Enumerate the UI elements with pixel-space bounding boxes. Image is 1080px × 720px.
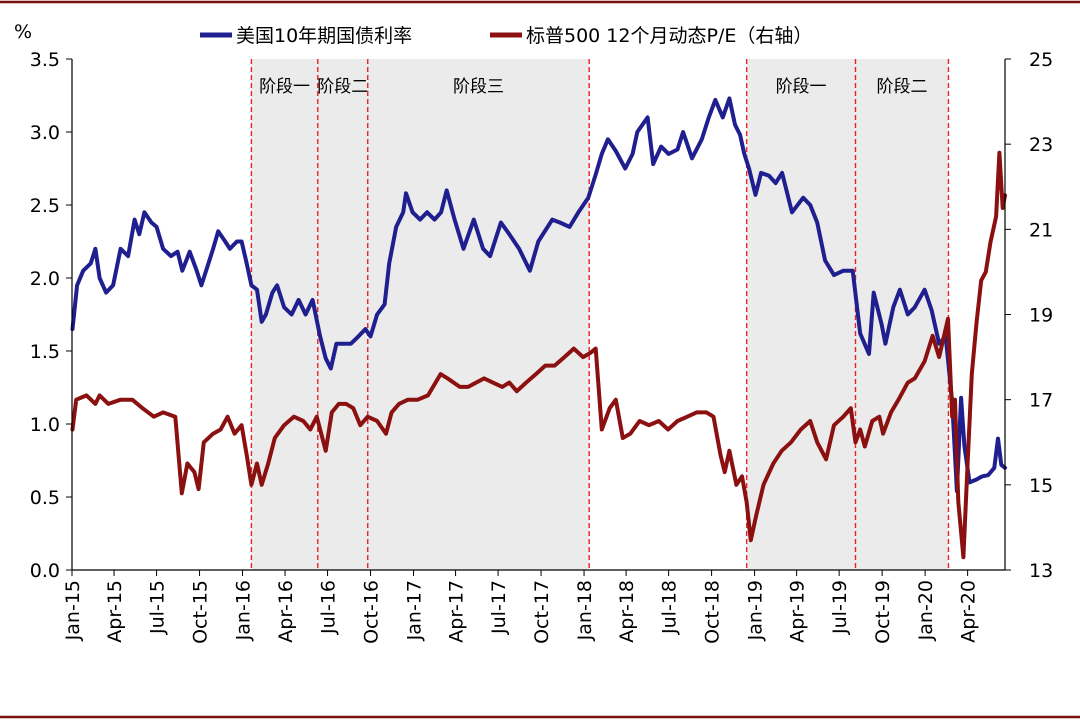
phase-label-3: 阶段一 <box>776 77 827 97</box>
phase-label-2: 阶段三 <box>453 77 504 97</box>
legend: 美国10年期国债利率 标普500 12个月动态P/E（右轴） <box>200 25 812 47</box>
left-tick-label-4: 2.0 <box>30 268 60 290</box>
left-axis-unit: % <box>14 21 32 43</box>
left-axis-ticks: 0.0 0.5 1.0 1.5 2.0 2.5 3.0 3.5 <box>30 49 72 582</box>
left-tick-label-6: 3.0 <box>30 122 60 144</box>
x-tick-label-19: Oct-19 <box>872 580 894 644</box>
x-tick-label-16: Jan-19 <box>745 580 767 641</box>
left-tick-label-0: 0.0 <box>30 560 60 582</box>
left-tick-label-2: 1.0 <box>30 414 60 436</box>
right-tick-label-6: 25 <box>1029 49 1053 71</box>
series-layer <box>70 96 1007 560</box>
right-tick-label-2: 17 <box>1029 390 1053 412</box>
right-tick-label-1: 15 <box>1029 475 1053 497</box>
phase-label-4: 阶段二 <box>876 77 927 97</box>
x-tick-label-2: Jul-15 <box>147 580 169 635</box>
x-tick-label-18: Jul-19 <box>829 580 851 635</box>
x-tick-label-9: Apr-17 <box>446 580 468 643</box>
x-axis-ticks: Jan-15 Apr-15 Jul-15 Oct-15 Jan-16 Apr-16 Jul-… <box>62 570 980 644</box>
left-tick-label-3: 1.5 <box>30 341 60 363</box>
series-line-0 <box>70 96 1007 494</box>
x-tick-label-8: Jan-17 <box>404 580 426 641</box>
left-tick-label-1: 0.5 <box>30 487 60 509</box>
x-tick-label-3: Oct-15 <box>190 580 212 644</box>
x-tick-label-7: Oct-16 <box>361 580 383 644</box>
phase-shade-1 <box>317 59 368 570</box>
x-tick-label-0: Jan-15 <box>62 580 84 641</box>
phase-label-0: 阶段一 <box>259 77 310 97</box>
legend-label-pe: 标普500 12个月动态P/E（右轴） <box>526 25 812 47</box>
x-tick-label-21: Apr-20 <box>958 580 980 643</box>
right-axis-ticks: 13 15 17 19 21 23 25 <box>1005 49 1053 582</box>
left-tick-label-5: 2.5 <box>30 195 60 217</box>
right-tick-label-0: 13 <box>1029 560 1053 582</box>
phase-label-1: 阶段二 <box>317 77 368 97</box>
x-tick-label-1: Apr-15 <box>104 580 126 643</box>
phase-shade-2 <box>367 59 590 570</box>
x-tick-label-4: Jan-16 <box>233 580 255 641</box>
x-tick-label-15: Oct-18 <box>702 580 724 644</box>
x-tick-label-11: Oct-17 <box>531 580 553 644</box>
right-tick-label-4: 21 <box>1029 219 1053 241</box>
x-tick-label-10: Jul-17 <box>488 580 510 635</box>
x-tick-label-14: Jul-18 <box>659 580 681 635</box>
left-tick-label-7: 3.5 <box>30 49 60 71</box>
phase-shading-layer: 阶段一 阶段二 阶段三 阶段一 阶段二 <box>250 59 950 570</box>
x-tick-label-13: Apr-18 <box>616 580 638 643</box>
x-tick-label-6: Jul-16 <box>318 580 340 635</box>
legend-label-treasury: 美国10年期国债利率 <box>236 25 412 47</box>
series-line-1 <box>70 150 1007 560</box>
right-tick-label-3: 19 <box>1029 305 1053 327</box>
x-tick-label-12: Jan-18 <box>574 580 596 641</box>
right-tick-label-5: 23 <box>1029 134 1053 156</box>
x-tick-label-17: Apr-19 <box>787 580 809 643</box>
x-tick-label-20: Jan-20 <box>915 580 937 641</box>
x-tick-label-5: Apr-16 <box>275 580 297 643</box>
